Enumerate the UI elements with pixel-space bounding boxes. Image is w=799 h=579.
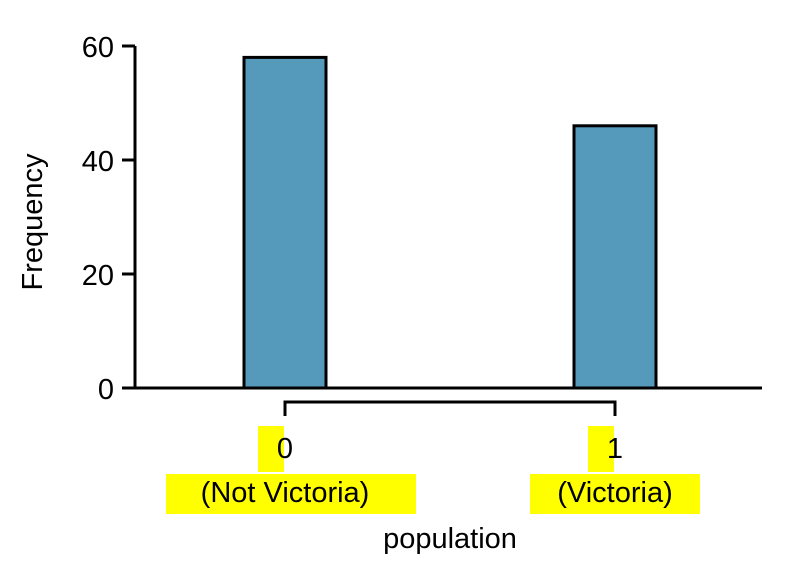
highlight-mark	[166, 474, 416, 514]
label-layer: Frequency population 0 20 40 60 0 (Not Victor…	[17, 32, 673, 555]
bar-0	[242, 55, 328, 390]
y-tick-label: 60	[82, 32, 114, 64]
highlight-mark	[588, 426, 614, 472]
x-tick-label: 0	[277, 433, 293, 465]
bar-layer	[242, 55, 658, 390]
y-tick-label: 20	[82, 260, 114, 292]
x-axis-label: population	[383, 523, 517, 555]
x-tick-label: 1	[607, 433, 623, 465]
axis-layer	[122, 44, 762, 416]
x-tick-sublabel: (Not Victoria)	[201, 477, 370, 509]
bar-1	[572, 124, 658, 390]
highlight-mark	[258, 426, 284, 472]
y-tick-label: 40	[82, 146, 114, 178]
y-tick-label: 0	[98, 374, 114, 406]
highlight-mark	[530, 474, 700, 514]
x-tick-sublabel: (Victoria)	[557, 477, 673, 509]
y-axis-label: Frequency	[17, 153, 49, 291]
highlight-layer	[166, 426, 700, 514]
